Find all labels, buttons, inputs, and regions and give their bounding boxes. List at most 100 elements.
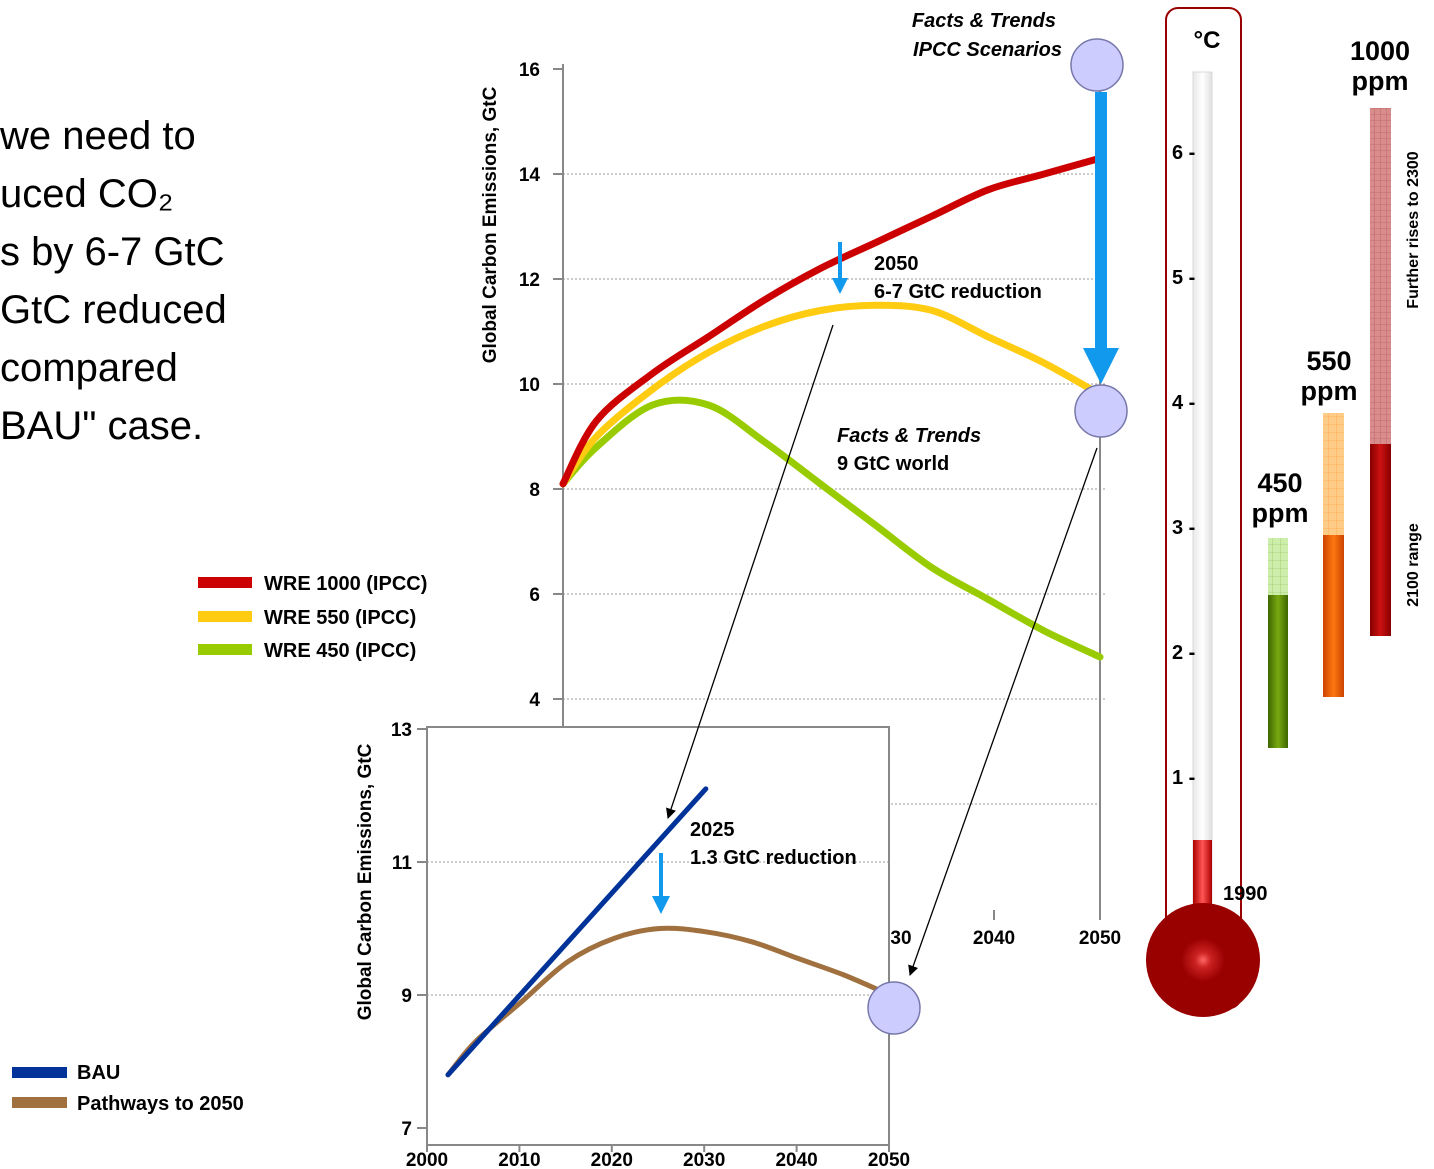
ppm-bar-unit: ppm [1252,498,1309,528]
main-x-tick-label: 30 [890,928,911,949]
inset-x-tick-label: 2030 [683,1150,725,1169]
ppm-bar-value: 450 [1257,468,1302,498]
reduction-arrow-2025 [652,853,670,914]
connector-arrow-2050-to-inset [666,324,834,819]
inset-y-tick-label: 9 [401,986,412,1007]
intro-line: we need to [0,114,196,158]
legend-swatch-wre1000 [198,577,252,588]
main-x-tick-label: 2050 [1079,928,1121,949]
inset-y-tick-label: 7 [401,1119,412,1140]
thermometer-base-label: 1990 [1223,883,1268,905]
mid-annotation-line1: 2050 [874,253,919,275]
inset-annotation-line2: 1.3 GtC reduction [690,847,857,869]
inset-y-tick-label: 13 [391,720,412,741]
ipcc-scenarios-marker [1070,38,1124,92]
inset-annotation-line1: 2025 [690,819,735,841]
inset-legend: BAU Pathways to 2050 [12,1062,244,1115]
reduction-arrow-2050 [832,242,848,294]
thermometer-tick-label: 6 - [1172,142,1195,164]
inset-x-ticks: 2000 2010 2020 2030 2040 2050 [406,1145,910,1169]
further-rises-label: Further rises to 2300 [1405,151,1422,309]
inset-x-tick-label: 2020 [591,1150,633,1169]
range-2100-label: 2100 range [1405,523,1422,607]
ppm-bar-value: 550 [1306,346,1351,376]
thermometer-scale: 1 - 2 - 3 - 4 - 5 - 6 - [1172,142,1195,789]
main-y-tick-label: 16 [519,60,540,81]
main-y-ticks: 4 6 8 10 12 14 16 [519,60,563,711]
inset-y-tick-label: 11 [392,853,413,874]
legend-swatch-bau [12,1067,67,1078]
thermometer: °C 1 - 2 - 3 - 4 - 5 - 6 - 1990 [1146,7,1268,1017]
inset-y-ticks: 7 9 11 13 [391,720,427,1140]
ppm-bar-upper-range [1370,108,1391,444]
thermometer-tick-label: 4 - [1172,392,1195,414]
thermometer-tick-label: 5 - [1172,267,1195,289]
main-y-axis-label: Global Carbon Emissions, GtC [480,86,501,363]
series-line-wre1000 [559,154,1104,488]
inset-series-lines [445,786,893,1078]
ppm-bar-value: 1000 [1350,36,1410,66]
ppm-bar-core-range [1370,444,1391,636]
nine-gtc-marker [1074,384,1128,438]
thermometer-tube [1192,71,1213,943]
main-series-lines [559,154,1104,661]
pathways-end-marker [867,981,921,1035]
main-emissions-chart: 4 6 8 10 12 14 16 Global Carbon Emissions, GtC… [198,10,1128,949]
main-legend: WRE 1000 (IPCC) WRE 550 (IPCC) WRE 450 (… [198,573,427,662]
mid-annotation-line2: 6-7 GtC reduction [874,281,1042,303]
ppm-bar-upper-range [1268,538,1288,595]
inset-emissions-chart: 7 9 11 13 2000 2010 2020 2030 2040 2050 Global C… [12,720,921,1169]
main-y-tick-label: 6 [529,585,540,606]
thermometer-tick-label: 1 - [1172,767,1195,789]
ppm-bar-upper-range [1323,413,1344,535]
inset-x-tick-label: 2050 [868,1150,910,1169]
thermometer-bulb-highlight [1181,938,1225,982]
main-y-tick-label: 14 [519,165,541,186]
top-annotation-line1: Facts & Trends [912,10,1056,32]
ppm-bar-core-range [1323,535,1344,697]
intro-line: GtC reduced [0,288,227,332]
legend-label: WRE 1000 (IPCC) [264,573,427,595]
intro-text: we need to uced CO₂ s by 6-7 GtC GtC red… [0,107,300,455]
inset-plot-area [426,726,890,1146]
legend-label: WRE 550 (IPCC) [264,607,416,629]
main-y-tick-label: 4 [529,690,540,711]
series-line-wre550 [559,301,1104,488]
intro-line: compared [0,346,178,390]
thermometer-tick-label: 3 - [1172,517,1195,539]
connector-arrow-circle-to-inset [908,447,1098,976]
ppm-bar-core-range [1268,595,1288,748]
intro-line: uced CO₂ [0,172,174,216]
inset-x-tick-label: 2040 [775,1150,817,1169]
inset-gridlines [427,861,889,996]
big-reduction-arrow [1083,92,1119,384]
top-annotation-line2: IPCC Scenarios [913,39,1062,61]
inset-y-axis-label: Global Carbon Emissions, GtC [355,743,376,1020]
main-y-tick-label: 8 [529,480,540,501]
legend-label: WRE 450 (IPCC) [264,640,416,662]
legend-label: Pathways to 2050 [77,1093,244,1115]
ppm-bar-unit: ppm [1301,376,1358,406]
ppm-bar-unit: ppm [1352,66,1409,96]
intro-line: s by 6-7 GtC [0,230,225,274]
legend-label: BAU [77,1062,120,1084]
series-line-pathways [445,925,893,1078]
intro-line: BAU" case. [0,404,204,448]
series-line-wre450 [559,396,1104,661]
series-line-bau [445,786,709,1078]
ninegtc-annotation-line2: 9 GtC world [837,453,949,475]
main-y-tick-label: 12 [519,270,540,291]
inset-x-tick-label: 2010 [498,1150,540,1169]
legend-swatch-wre550 [198,611,252,622]
main-x-tick-label: 2040 [973,928,1015,949]
main-y-tick-label: 10 [519,375,540,396]
legend-swatch-wre450 [198,644,252,655]
main-gridlines [563,173,1107,805]
ninegtc-annotation-line1: Facts & Trends [837,425,981,447]
thermometer-unit: °C [1194,27,1221,54]
